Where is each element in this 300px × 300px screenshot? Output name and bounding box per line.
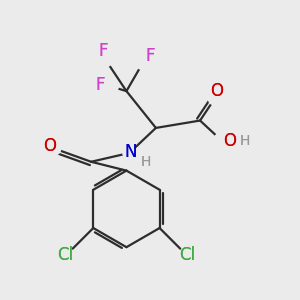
Circle shape — [136, 57, 149, 70]
Text: F: F — [95, 76, 105, 94]
Text: Cl: Cl — [57, 246, 74, 264]
Circle shape — [99, 54, 112, 67]
Circle shape — [123, 146, 136, 159]
Text: O: O — [210, 82, 223, 100]
Text: O: O — [224, 132, 237, 150]
Circle shape — [214, 133, 227, 146]
Text: N: N — [124, 143, 137, 161]
Text: N: N — [124, 143, 137, 161]
Text: H: H — [140, 155, 151, 170]
Text: F: F — [145, 47, 155, 65]
Circle shape — [105, 80, 118, 93]
Text: F: F — [145, 47, 155, 65]
Text: H: H — [140, 155, 151, 170]
Text: H: H — [240, 134, 250, 148]
Text: Cl: Cl — [57, 246, 74, 264]
Text: H: H — [240, 134, 250, 148]
Text: O: O — [224, 132, 237, 150]
Text: F: F — [98, 42, 108, 60]
Circle shape — [208, 92, 221, 105]
Text: O: O — [44, 137, 56, 155]
Text: Cl: Cl — [179, 246, 196, 264]
Text: F: F — [95, 76, 105, 94]
Text: O: O — [44, 137, 56, 155]
Text: O: O — [210, 82, 223, 100]
Text: Cl: Cl — [179, 246, 196, 264]
Circle shape — [48, 142, 61, 155]
Text: F: F — [98, 42, 108, 60]
